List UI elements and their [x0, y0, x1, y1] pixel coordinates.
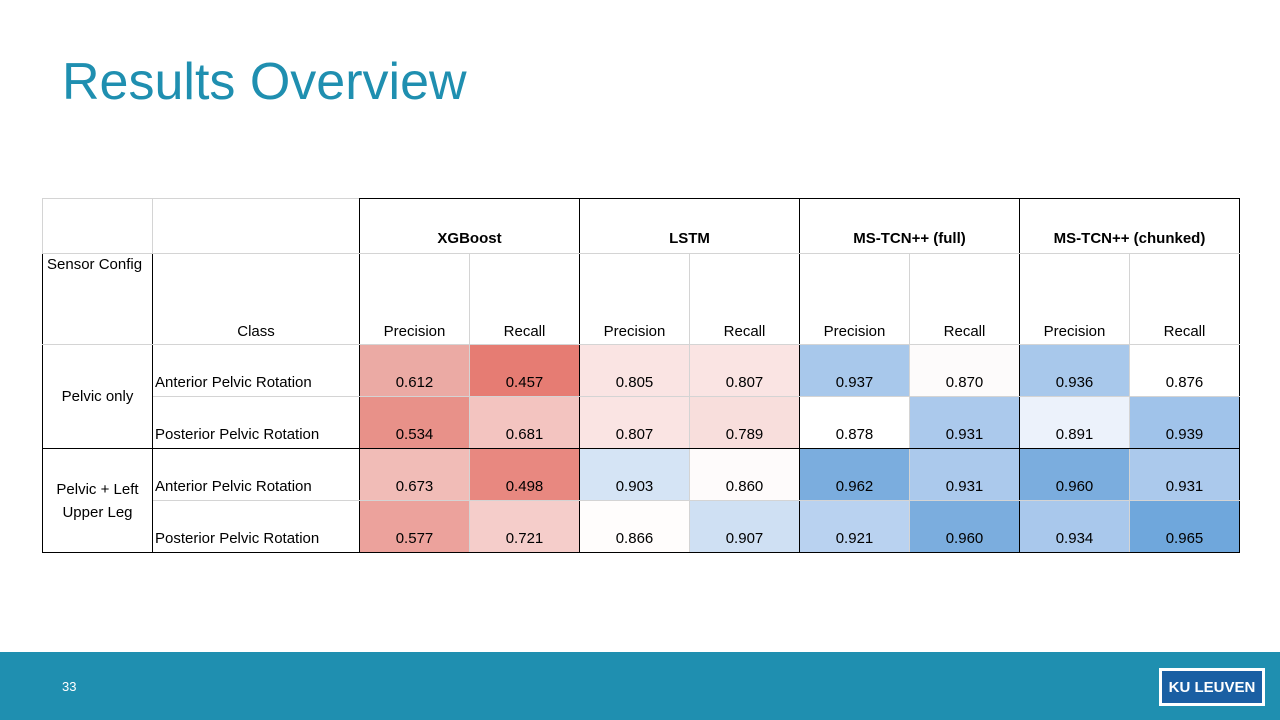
metric-header-row: Sensor Config Class Precision Recall Pre…	[42, 253, 1240, 345]
class-cell: Posterior Pelvic Rotation	[152, 396, 360, 449]
sensor-config-cell: Pelvic + Left Upper Leg	[42, 448, 153, 553]
value-cell: 0.931	[909, 448, 1020, 501]
value-cell: 0.931	[909, 396, 1020, 449]
value-cell: 0.498	[469, 448, 580, 501]
value-cell: 0.860	[689, 448, 800, 501]
class-header: Class	[152, 253, 360, 345]
value-cell: 0.903	[579, 448, 690, 501]
value-cell: 0.937	[799, 344, 910, 397]
value-cell: 0.721	[469, 500, 580, 553]
metric-header-precision: Precision	[359, 253, 470, 345]
model-header-mstcn-full: MS-TCN++ (full)	[799, 198, 1020, 254]
value-cell: 0.921	[799, 500, 910, 553]
metric-header-precision: Precision	[1019, 253, 1130, 345]
page-number: 33	[62, 679, 77, 694]
value-cell: 0.870	[909, 344, 1020, 397]
metric-header-recall: Recall	[469, 253, 580, 345]
metric-header-recall: Recall	[909, 253, 1020, 345]
value-cell: 0.878	[799, 396, 910, 449]
value-cell: 0.965	[1129, 500, 1240, 553]
value-cell: 0.876	[1129, 344, 1240, 397]
value-cell: 0.936	[1019, 344, 1130, 397]
model-header-xgboost: XGBoost	[359, 198, 580, 254]
model-header-row: XGBoost LSTM MS-TCN++ (full) MS-TCN++ (c…	[42, 198, 1240, 254]
class-cell: Anterior Pelvic Rotation	[152, 448, 360, 501]
table-row: Pelvic only Anterior Pelvic Rotation 0.612…	[42, 344, 1240, 449]
value-cell: 0.807	[689, 344, 800, 397]
model-header-lstm: LSTM	[579, 198, 800, 254]
results-table-body: Pelvic only Anterior Pelvic Rotation 0.612…	[42, 344, 1240, 553]
ku-leuven-logo: KU LEUVEN	[1159, 668, 1265, 706]
value-cell: 0.931	[1129, 448, 1240, 501]
model-header-mstcn-chunked: MS-TCN++ (chunked)	[1019, 198, 1240, 254]
slide-title: Results Overview	[62, 53, 467, 111]
metric-header-precision: Precision	[799, 253, 910, 345]
class-cell: Anterior Pelvic Rotation	[152, 344, 360, 397]
value-cell: 0.457	[469, 344, 580, 397]
table-row: Pelvic + Left Upper Leg Anterior Pelvic R…	[42, 448, 1240, 553]
value-cell: 0.891	[1019, 396, 1130, 449]
footer-bar: 33 KU LEUVEN	[0, 652, 1280, 720]
table-row: Posterior Pelvic Rotation 0.577 0.721 0.866…	[43, 500, 1240, 553]
value-cell: 0.807	[579, 396, 690, 449]
value-cell: 0.673	[359, 448, 470, 501]
value-cell: 0.866	[579, 500, 690, 553]
value-cell: 0.577	[359, 500, 470, 553]
value-cell: 0.805	[579, 344, 690, 397]
corner-cell	[42, 198, 153, 254]
sensor-config-header: Sensor Config	[42, 253, 153, 345]
table-row: Posterior Pelvic Rotation 0.534 0.681 0.807…	[43, 396, 1240, 449]
metric-header-recall: Recall	[689, 253, 800, 345]
sensor-config-cell: Pelvic only	[42, 344, 153, 449]
value-cell: 0.962	[799, 448, 910, 501]
value-cell: 0.612	[359, 344, 470, 397]
value-cell: 0.789	[689, 396, 800, 449]
value-cell: 0.960	[909, 500, 1020, 553]
value-cell: 0.939	[1129, 396, 1240, 449]
value-cell: 0.907	[689, 500, 800, 553]
class-cell: Posterior Pelvic Rotation	[152, 500, 360, 553]
value-cell: 0.681	[469, 396, 580, 449]
metric-header-recall: Recall	[1129, 253, 1240, 345]
blank-header-cell	[152, 198, 360, 254]
value-cell: 0.960	[1019, 448, 1130, 501]
metric-header-precision: Precision	[579, 253, 690, 345]
value-cell: 0.534	[359, 396, 470, 449]
results-table: XGBoost LSTM MS-TCN++ (full) MS-TCN++ (c…	[42, 198, 1240, 553]
value-cell: 0.934	[1019, 500, 1130, 553]
